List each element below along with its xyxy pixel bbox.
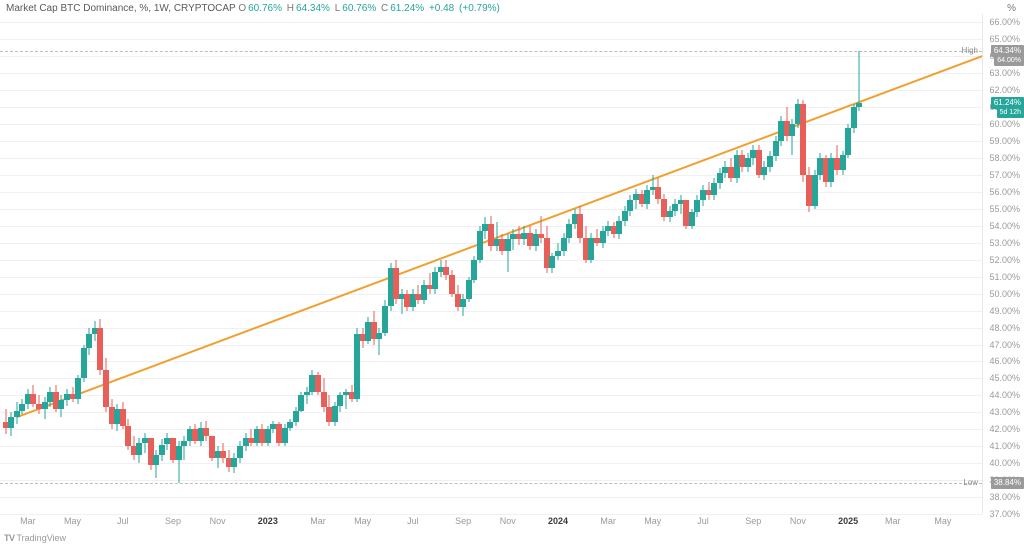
price-badge-sub: 5d 12h [997, 108, 1024, 118]
ytick: 47.00% [989, 340, 1020, 350]
ytick: 37.00% [989, 509, 1020, 519]
xtick: Jul [697, 516, 709, 526]
ohlc-chg-pct: (+0.79%) [459, 3, 500, 14]
ytick: 51.00% [989, 272, 1020, 282]
yaxis-unit: % [1007, 3, 1016, 14]
ytick: 48.00% [989, 323, 1020, 333]
yaxis-border [982, 14, 983, 514]
xtick: May [354, 516, 371, 526]
ytick: 50.00% [989, 289, 1020, 299]
legend-row: Market Cap BTC Dominance, %, 1W, CRYPTOC… [6, 3, 502, 14]
xtick: Nov [500, 516, 516, 526]
ytick: 40.00% [989, 458, 1020, 468]
x-axis[interactable]: Mar May Jul Sep Nov 2023 Mar May Jul Sep Nov 2024 Ma… [0, 514, 982, 530]
xtick: May [644, 516, 661, 526]
ohlc-h: 64.34% [296, 3, 330, 14]
marker-label: High [962, 46, 978, 55]
ytick: 45.00% [989, 373, 1020, 383]
xtick: Sep [455, 516, 471, 526]
ytick: 38.00% [989, 492, 1020, 502]
xtick: May [64, 516, 81, 526]
ytick: 65.00% [989, 34, 1020, 44]
ohlc-l: 60.76% [342, 3, 376, 14]
ytick: 41.00% [989, 441, 1020, 451]
price-badge: 38.84% [991, 477, 1024, 489]
tv-logo-icon: TV [4, 533, 15, 543]
ohlc-c: 61.24% [390, 3, 424, 14]
xtick: Jul [117, 516, 129, 526]
ytick: 54.00% [989, 221, 1020, 231]
xtick: Sep [745, 516, 761, 526]
ytick: 59.00% [989, 136, 1020, 146]
symbol-title: Market Cap BTC Dominance, %, 1W, CRYPTOC… [6, 3, 236, 14]
xtick: Mar [20, 516, 36, 526]
xtick: Nov [210, 516, 226, 526]
ytick: 62.00% [989, 85, 1020, 95]
ytick: 49.00% [989, 306, 1020, 316]
plot-area[interactable]: High Low [0, 14, 982, 514]
ytick: 42.00% [989, 424, 1020, 434]
ohlc-chg: +0.48 [429, 3, 454, 14]
marker-label: Low [963, 478, 978, 487]
ytick: 52.00% [989, 255, 1020, 265]
ytick: 55.00% [989, 204, 1020, 214]
y-axis[interactable]: 37.00%38.00%39.00%40.00%41.00%42.00%43.0… [982, 14, 1024, 514]
xtick: Nov [790, 516, 806, 526]
ytick: 56.00% [989, 187, 1020, 197]
xtick: May [934, 516, 951, 526]
ohlc-readout: O60.76% H64.34% L60.76% C61.24% +0.48 (+… [238, 3, 502, 14]
ytick: 53.00% [989, 238, 1020, 248]
price-badge-sub: 64.00% [994, 56, 1024, 66]
xtick: Mar [600, 516, 616, 526]
xtick: 2023 [258, 516, 278, 526]
ytick: 57.00% [989, 170, 1020, 180]
xtick: 2024 [548, 516, 568, 526]
xtick: Mar [310, 516, 326, 526]
ytick: 58.00% [989, 153, 1020, 163]
chart-root: Market Cap BTC Dominance, %, 1W, CRYPTOC… [0, 0, 1024, 545]
ytick: 66.00% [989, 17, 1020, 27]
ytick: 63.00% [989, 68, 1020, 78]
xtick: Mar [885, 516, 901, 526]
tradingview-watermark: TVTradingView [4, 533, 66, 543]
ytick: 43.00% [989, 407, 1020, 417]
ohlc-o: 60.76% [248, 3, 282, 14]
xtick: 2025 [838, 516, 858, 526]
candle [856, 14, 862, 514]
xtick: Jul [407, 516, 419, 526]
xtick: Sep [165, 516, 181, 526]
tv-text: TradingView [17, 533, 67, 543]
ytick: 44.00% [989, 390, 1020, 400]
ytick: 46.00% [989, 356, 1020, 366]
ytick: 60.00% [989, 119, 1020, 129]
